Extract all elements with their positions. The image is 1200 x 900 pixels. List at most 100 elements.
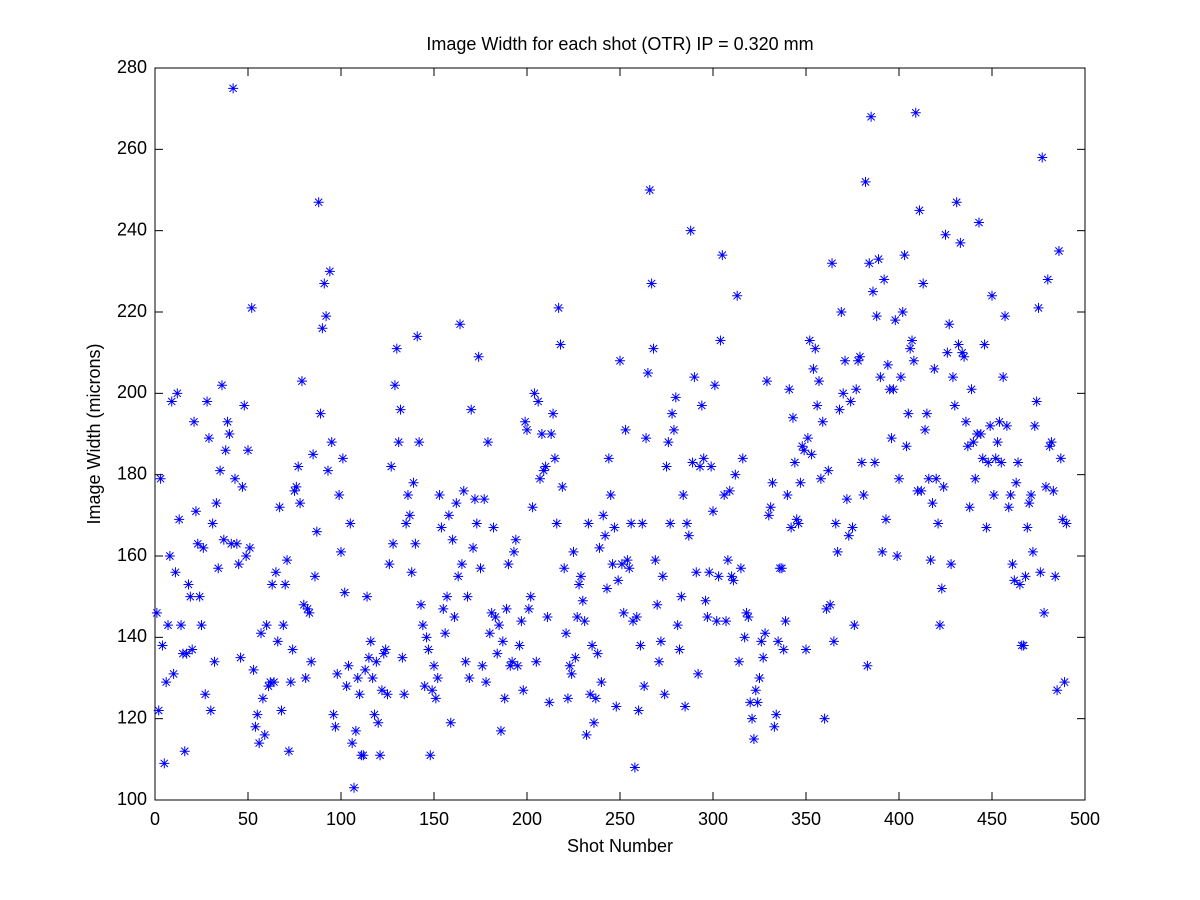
- data-point: [492, 648, 503, 659]
- data-point: [430, 693, 441, 704]
- data-point: [1039, 607, 1050, 618]
- data-point: [211, 498, 222, 509]
- data-point: [397, 652, 408, 663]
- data-point: [773, 636, 784, 647]
- data-point: [994, 416, 1005, 427]
- data-point: [1027, 546, 1038, 557]
- data-point: [421, 632, 432, 643]
- data-point: [419, 681, 430, 692]
- data-point: [347, 738, 358, 749]
- data-point: [598, 510, 609, 521]
- data-point: [555, 339, 566, 350]
- data-point: [209, 656, 220, 667]
- data-point: [968, 437, 979, 448]
- data-point: [719, 490, 730, 500]
- data-point: [601, 583, 612, 594]
- data-point: [871, 311, 882, 322]
- data-point: [436, 522, 447, 533]
- data-point: [544, 697, 555, 708]
- data-point: [782, 490, 793, 500]
- data-point: [611, 701, 622, 712]
- data-point: [1040, 481, 1051, 492]
- data-point: [354, 689, 365, 700]
- data-point: [970, 473, 981, 484]
- data-point: [192, 538, 203, 549]
- data-point: [1033, 302, 1044, 313]
- data-point: [520, 416, 531, 427]
- data-point: [321, 311, 332, 322]
- data-point: [445, 717, 456, 728]
- data-point: [596, 677, 607, 688]
- data-point: [864, 258, 875, 269]
- data-point: [1037, 152, 1048, 163]
- data-point: [908, 355, 919, 366]
- data-point: [590, 693, 601, 704]
- data-point: [776, 563, 787, 574]
- data-point: [336, 546, 346, 557]
- data-point: [440, 628, 451, 639]
- data-point: [929, 363, 940, 374]
- data-point: [916, 485, 927, 496]
- data-point: [559, 563, 570, 574]
- data-point: [959, 351, 970, 362]
- data-point: [304, 607, 315, 618]
- data-point: [226, 538, 237, 549]
- data-point: [838, 388, 849, 399]
- data-point: [821, 603, 832, 614]
- data-point: [224, 429, 235, 439]
- data-point: [507, 656, 518, 667]
- data-point: [750, 685, 761, 696]
- data-point: [789, 457, 800, 468]
- data-point: [434, 490, 445, 500]
- data-point: [667, 408, 678, 419]
- data-point: [947, 372, 958, 383]
- data-point: [363, 652, 374, 663]
- data-point: [624, 563, 635, 574]
- data-point: [287, 644, 298, 655]
- data-point: [527, 502, 538, 513]
- data-point: [488, 522, 499, 533]
- data-point: [1055, 453, 1066, 464]
- data-point: [477, 660, 488, 671]
- data-point: [317, 323, 328, 334]
- data-point: [830, 518, 841, 529]
- data-point: [319, 278, 330, 289]
- data-point: [395, 404, 406, 415]
- data-point: [293, 461, 304, 472]
- data-point: [196, 620, 207, 631]
- data-point: [899, 250, 910, 261]
- data-point: [931, 473, 942, 484]
- data-point: [867, 286, 878, 297]
- y-tick-label: 120: [117, 707, 147, 727]
- data-point: [256, 628, 267, 639]
- data-point: [665, 518, 676, 529]
- data-point: [698, 453, 709, 464]
- data-point: [737, 453, 748, 464]
- data-point: [955, 237, 966, 248]
- data-point: [1052, 685, 1063, 696]
- data-point: [283, 746, 294, 757]
- data-point: [447, 534, 458, 545]
- data-point: [964, 502, 975, 513]
- data-point: [629, 762, 640, 773]
- data-point: [1053, 246, 1064, 256]
- data-point: [616, 559, 627, 570]
- data-point: [505, 660, 516, 671]
- data-point: [486, 607, 497, 618]
- data-point: [756, 636, 767, 647]
- data-point: [514, 640, 525, 651]
- data-point: [585, 689, 596, 700]
- data-point: [263, 681, 274, 692]
- data-point: [564, 660, 575, 671]
- data-point: [734, 656, 745, 667]
- data-point: [386, 461, 397, 472]
- data-point: [886, 433, 897, 444]
- data-point: [635, 640, 646, 651]
- data-point: [767, 477, 778, 488]
- data-point: [659, 689, 670, 700]
- data-point: [814, 376, 825, 387]
- data-point: [213, 563, 224, 574]
- data-point: [637, 518, 648, 529]
- data-point: [337, 453, 348, 464]
- data-point: [882, 359, 893, 370]
